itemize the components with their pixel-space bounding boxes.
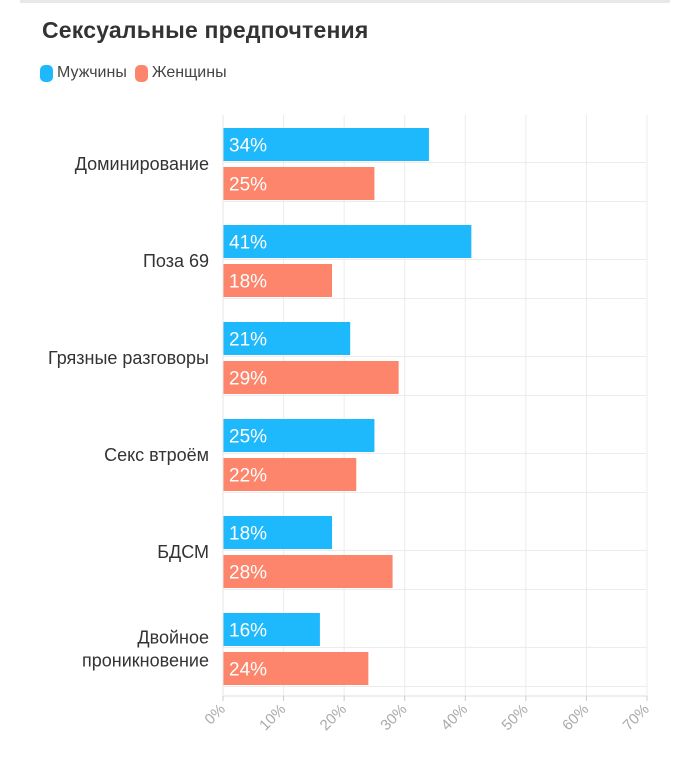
bar-value-label-women: 28%: [229, 563, 267, 584]
category-label: проникновение: [82, 651, 209, 671]
category-label: Двойное: [137, 628, 209, 648]
bar-women: [223, 555, 393, 588]
category-label: БДСМ: [157, 542, 209, 562]
bar-value-label-men: 16%: [229, 621, 267, 642]
bar-value-label-men: 21%: [229, 330, 267, 351]
legend-swatch-men: [40, 64, 53, 82]
chart-title: Сексуальные предпочтения: [42, 17, 369, 43]
bar-men: [223, 419, 375, 452]
bar-value-label-women: 22%: [229, 466, 267, 487]
x-tick-label: 60%: [559, 701, 592, 734]
bar-women: [223, 167, 375, 200]
x-tick-label: 30%: [377, 701, 410, 734]
bar-men: [223, 225, 472, 258]
legend-item-men[interactable]: Мужчины: [40, 64, 127, 82]
x-tick-label: 20%: [317, 701, 350, 734]
bar-value-label-men: 41%: [229, 233, 267, 254]
bar-value-label-men: 18%: [229, 524, 267, 545]
x-tick-label: 70%: [620, 701, 653, 734]
bar-value-label-women: 24%: [229, 660, 267, 681]
bar-women: [223, 264, 333, 297]
bar-value-label-women: 25%: [229, 175, 267, 196]
x-tick-label: 10%: [256, 701, 289, 734]
category-label: Доминирование: [75, 154, 209, 174]
category-label: Секс втроём: [104, 445, 209, 465]
bar-men: [223, 613, 320, 646]
legend-label-men: Мужчины: [57, 64, 127, 81]
category-label: Поза 69: [143, 251, 209, 271]
bar-women: [223, 652, 369, 685]
bar-men: [223, 128, 429, 161]
legend-swatch-women: [134, 64, 148, 82]
x-tick-label: 50%: [498, 701, 531, 734]
x-tick-label: 0%: [201, 701, 228, 728]
legend: Мужчины Женщины: [40, 64, 235, 82]
bar-value-label-women: 29%: [229, 369, 267, 390]
bar-value-label-men: 25%: [229, 427, 267, 448]
top-divider: [20, 0, 670, 3]
category-label: Грязные разговоры: [48, 348, 209, 368]
bar-women: [223, 361, 399, 394]
bar-value-label-men: 34%: [229, 136, 267, 157]
bar-men: [223, 322, 351, 355]
legend-item-women[interactable]: Женщины: [134, 64, 227, 82]
x-tick-label: 40%: [438, 701, 471, 734]
bar-women: [223, 458, 357, 491]
bar-value-label-women: 18%: [229, 272, 267, 293]
legend-label-women: Женщины: [151, 64, 227, 81]
bar-men: [223, 516, 333, 549]
